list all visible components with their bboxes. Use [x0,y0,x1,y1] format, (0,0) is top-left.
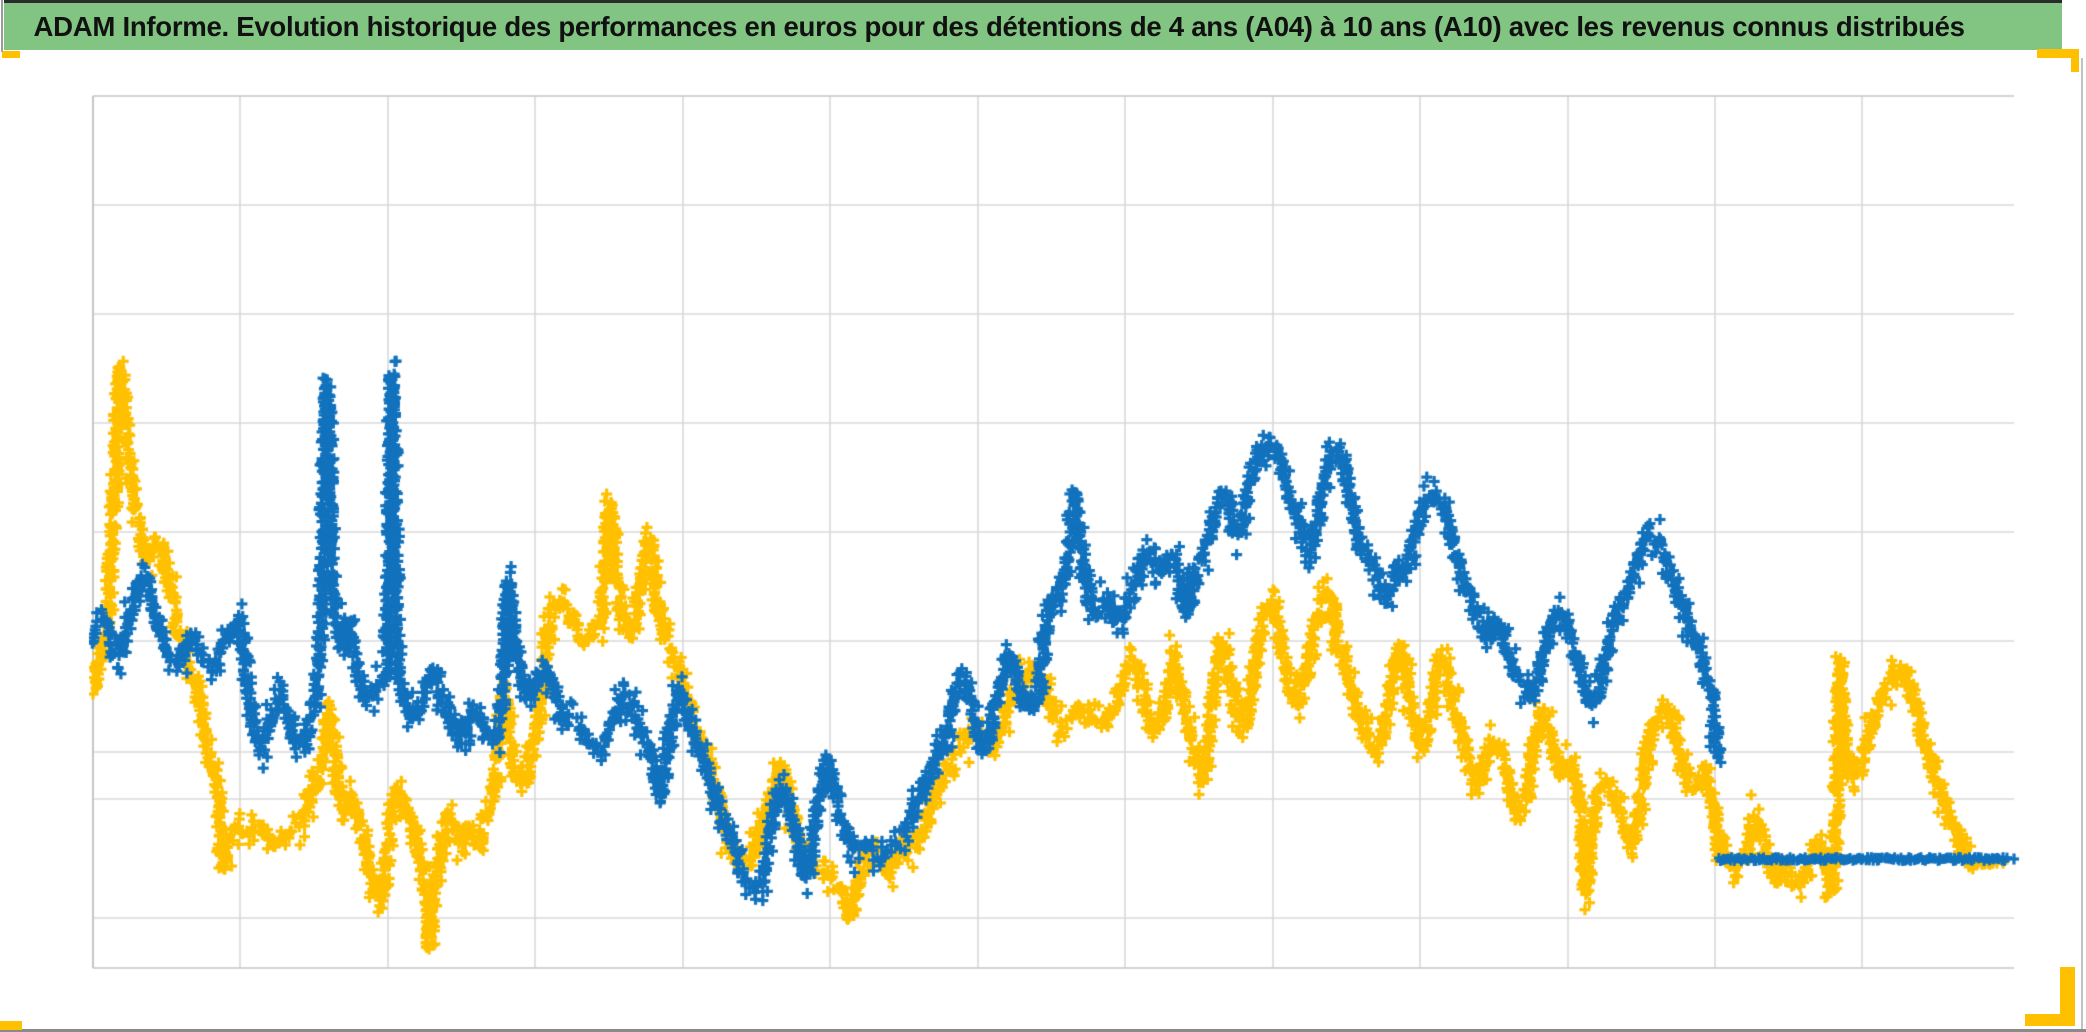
frame-accent-top-right-vertical [2071,49,2079,72]
chart-title: ADAM Informe. Evolution historique des p… [33,10,1965,42]
chart-title-bar: ADAM Informe. Evolution historique des p… [4,0,2062,50]
frame-accent-bottom-right-horizontal [2025,1014,2075,1026]
window-right-edge-line [2081,58,2083,1032]
window-bottom-edge-line [0,1029,2086,1032]
frame-accent-top-left [2,51,20,58]
window-left-edge-line [1,0,3,52]
frame-accent-bottom-right-vertical [2060,967,2075,1026]
frame-accent-top-right-horizontal [2037,49,2079,58]
frame-accent-bottom-left [0,1021,22,1030]
